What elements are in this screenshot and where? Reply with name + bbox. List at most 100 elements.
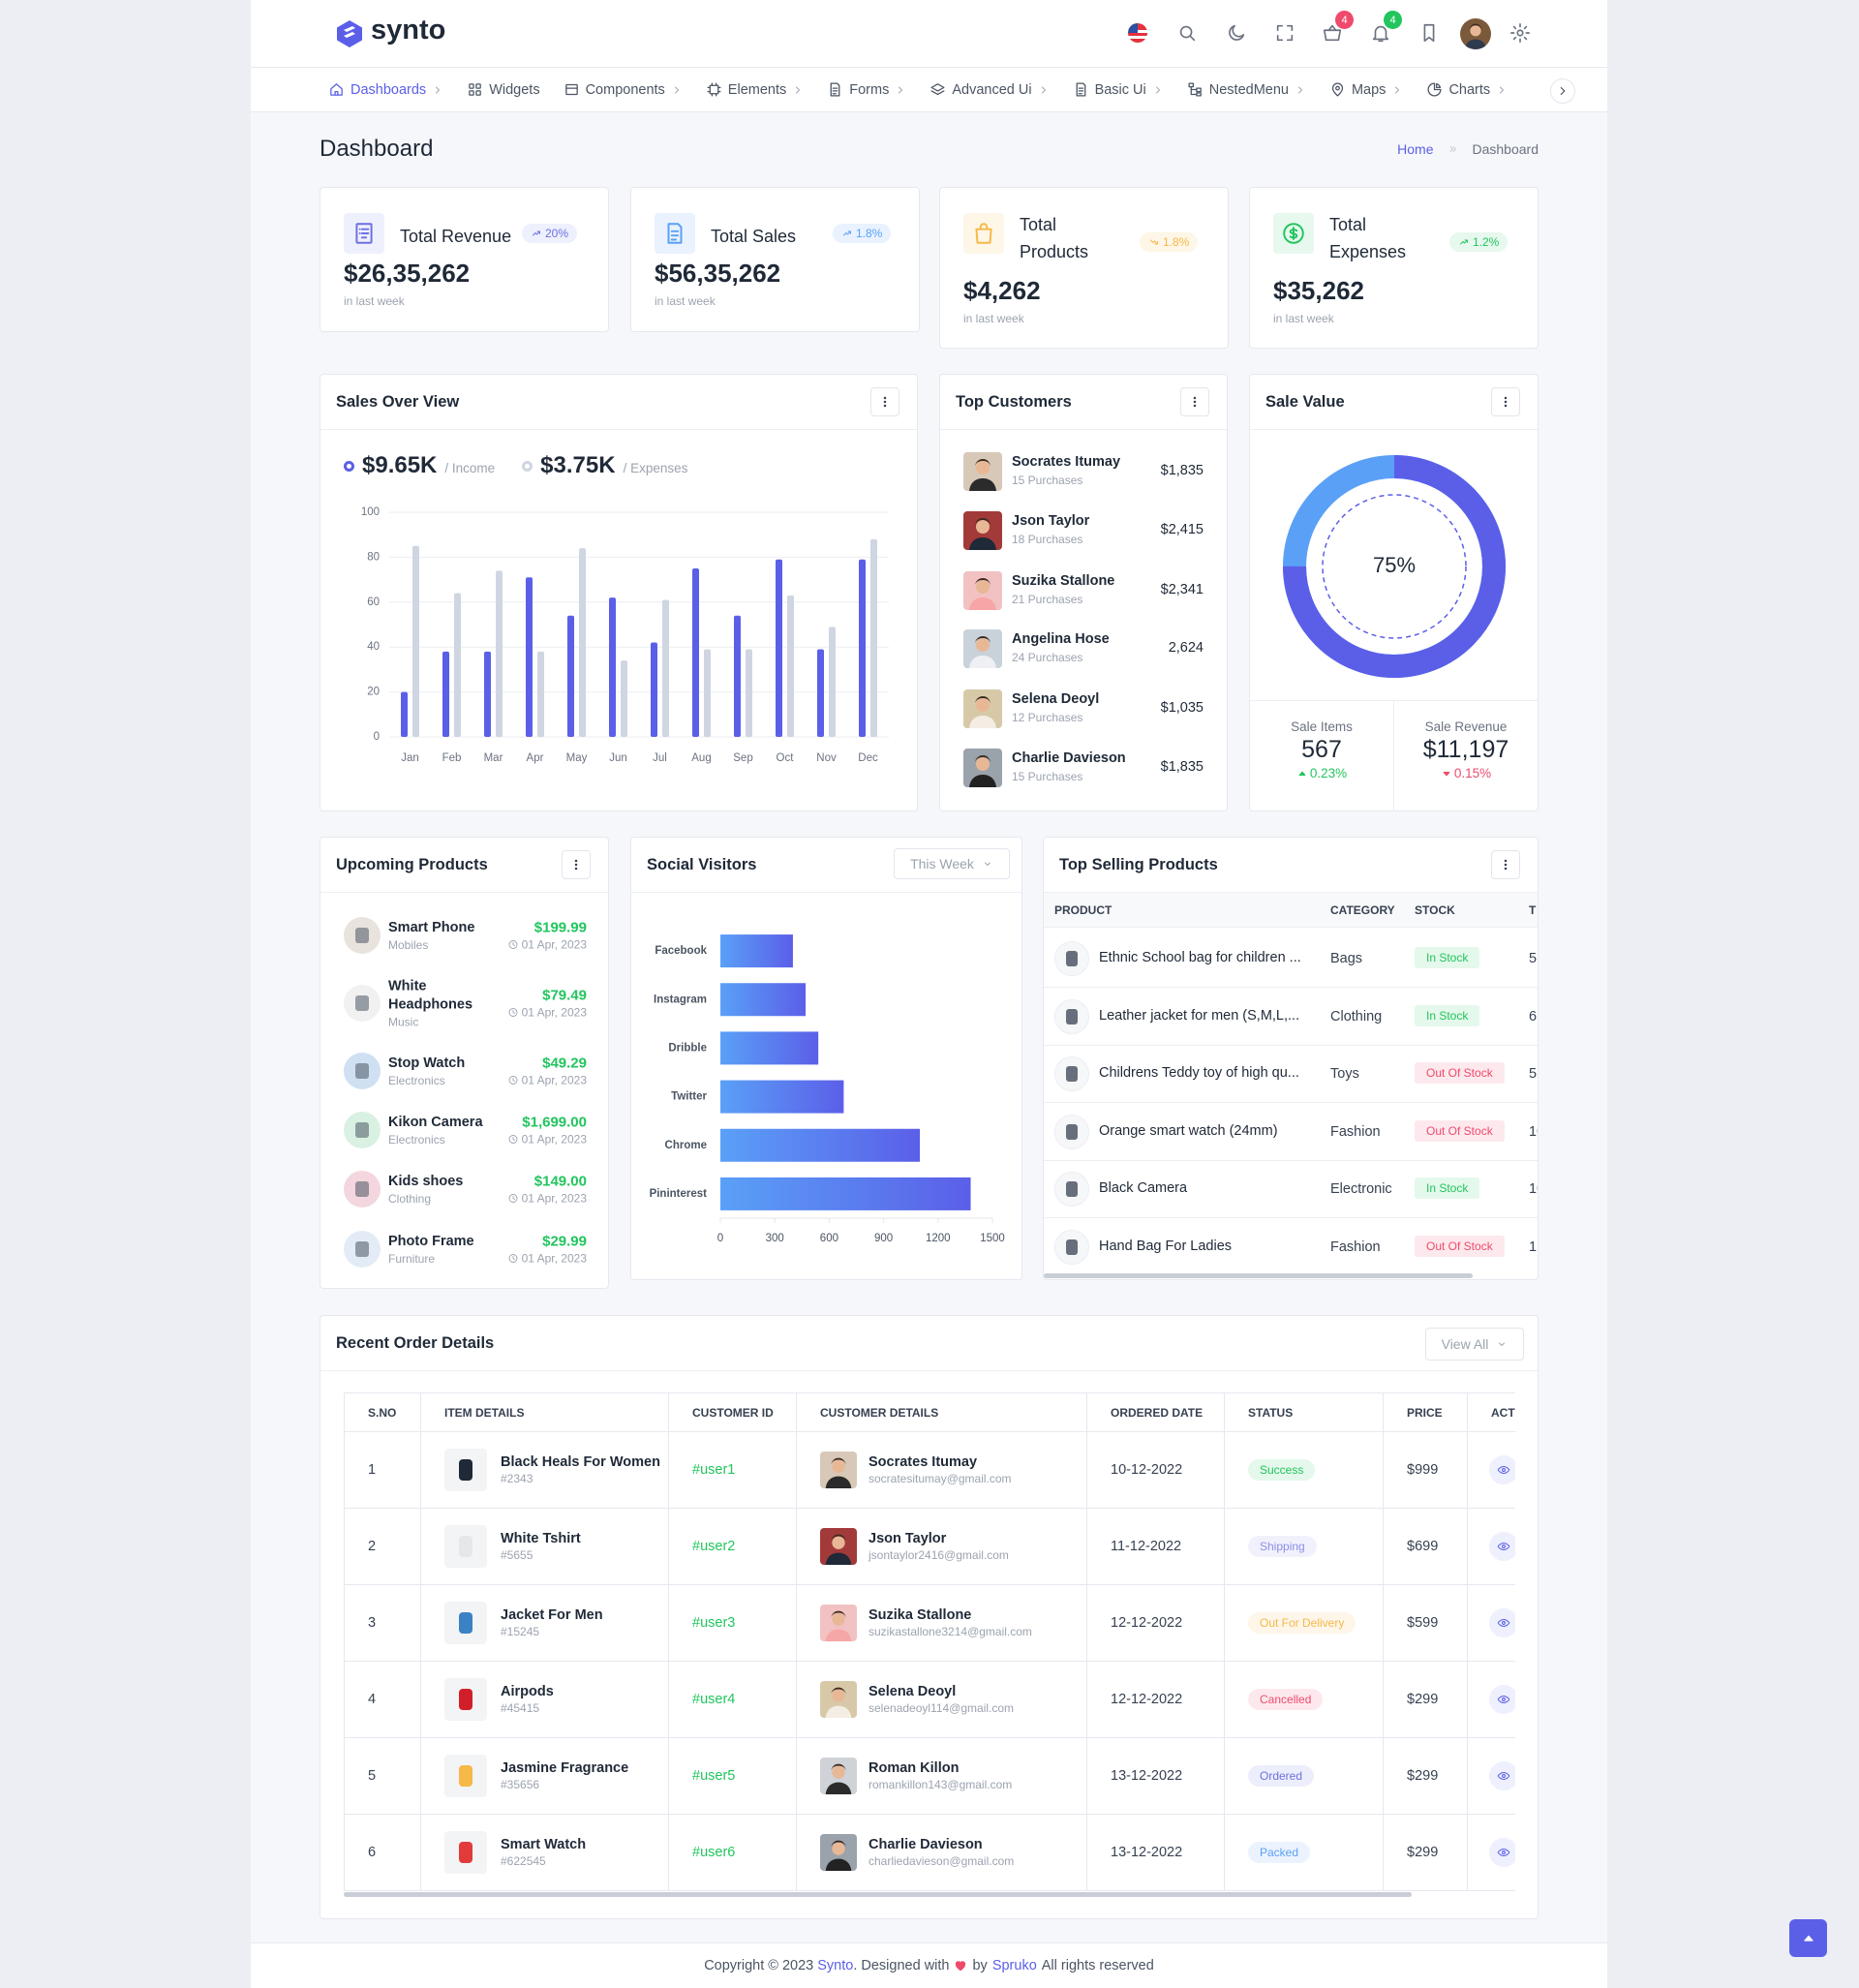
y-tick-label: 0: [374, 731, 380, 743]
icon-part: [830, 82, 840, 97]
icon-part: [1460, 239, 1468, 245]
customer-box: Socrates Itumay socratesitumay@gmail.com: [820, 1452, 1086, 1488]
nav-icon: [930, 83, 945, 96]
avatar-hair: [831, 1610, 846, 1619]
thumb-item: [355, 995, 369, 1011]
notification-button[interactable]: [1370, 22, 1391, 44]
nav-item[interactable]: Basic Ui: [1073, 81, 1164, 98]
change-value: 1.2%: [1473, 235, 1500, 249]
icon-part: [355, 223, 373, 244]
customer-name: Selena Deoyl: [1012, 691, 1100, 707]
avatar: [963, 511, 1002, 550]
nav-item[interactable]: NestedMenu: [1187, 81, 1306, 98]
product-thumb: [344, 1171, 381, 1208]
bar: [484, 651, 491, 737]
dropdown-label: This Week: [910, 856, 974, 872]
bookmark-button[interactable]: [1418, 22, 1440, 44]
donut-chart: 75%: [1283, 455, 1506, 678]
settings-button[interactable]: [1509, 22, 1531, 44]
nav-item[interactable]: Advanced Ui: [930, 81, 1049, 98]
sale-stat-label: Sale Items: [1291, 719, 1353, 734]
card-menu-button[interactable]: [562, 850, 591, 879]
theme-toggle[interactable]: [1226, 22, 1247, 44]
icon-part: [1298, 771, 1306, 776]
nav-label: Elements: [727, 81, 787, 98]
search-button[interactable]: [1176, 22, 1198, 44]
customer-id-cell: #user2: [668, 1508, 797, 1585]
stat-title: Total Products: [1020, 215, 1089, 261]
nav-item[interactable]: Components: [564, 81, 683, 98]
view-button[interactable]: [1489, 1532, 1515, 1561]
customer-text: Socrates Itumay socratesitumay@gmail.com: [869, 1454, 1012, 1485]
nav-label: Maps: [1351, 81, 1387, 98]
product-thumb: [1054, 1172, 1089, 1208]
icon-part: [1803, 1935, 1813, 1942]
stat-icon: [975, 223, 992, 244]
nav-scroll-button[interactable]: [1550, 78, 1575, 104]
legend-name: / Expenses: [623, 460, 688, 475]
price-cell: $999: [1383, 1431, 1468, 1509]
card-menu-button[interactable]: [1491, 387, 1520, 416]
footer-brand[interactable]: Synto: [817, 1958, 854, 1973]
view-button[interactable]: [1489, 1608, 1515, 1637]
scroll-top-button[interactable]: [1789, 1919, 1827, 1957]
item-cell: Jacket For Men #15245: [420, 1584, 669, 1662]
card-header: [1044, 838, 1538, 893]
item-cell: Jasmine Fragrance #35656: [420, 1737, 669, 1815]
customer-box: Json Taylor jsontaylor2416@gmail.com: [820, 1528, 1086, 1565]
avatar: [820, 1528, 857, 1565]
nav-item[interactable]: Elements: [706, 81, 804, 98]
item-thumb: [444, 1831, 487, 1874]
nav-item[interactable]: Maps: [1329, 81, 1403, 98]
table-head: S.NO ITEM DETAILS CUSTOMER ID CUSTOMER DETA…: [344, 1392, 1515, 1432]
avatar: [820, 1758, 857, 1794]
product-category: Electronics: [388, 1074, 445, 1087]
menu-icon: [1193, 396, 1197, 408]
cart-button[interactable]: [1322, 22, 1343, 44]
avatar-body: [825, 1858, 852, 1871]
view-button[interactable]: [1489, 1685, 1515, 1714]
period-dropdown[interactable]: This Week: [894, 848, 1010, 879]
stat-card: Total Revenue 20% $26,35,262 in last week: [320, 187, 609, 332]
avatar-body: [969, 656, 996, 668]
avatar-head: [976, 757, 990, 771]
customer-cell: Suzika Stallone suzikastallone3214@gmail.…: [796, 1584, 1087, 1662]
order-row: 1 Black Heals For Women #2343 #user1 Socrate…: [344, 1431, 1515, 1509]
customer-text: Json Taylor jsontaylor2416@gmail.com: [869, 1531, 1009, 1562]
footer-company[interactable]: Spruko: [991, 1958, 1037, 1973]
bar: [454, 593, 461, 737]
nav-label: Advanced Ui: [952, 81, 1032, 98]
breadcrumb-separator: [1449, 146, 1456, 152]
breadcrumb-link[interactable]: Home: [1397, 141, 1434, 157]
eye-icon: [1497, 1542, 1510, 1551]
stat-note: in last week: [1273, 312, 1334, 325]
card-menu-button[interactable]: [870, 387, 899, 416]
card-title: Top Selling Products: [1059, 856, 1218, 873]
avatar-body: [969, 597, 996, 610]
nav-item[interactable]: Forms: [827, 81, 906, 98]
thumb-item: [355, 928, 369, 943]
nav-chevron: [1298, 86, 1302, 93]
card-title: Recent Order Details: [336, 1334, 495, 1352]
order-row: 2 White Tshirt #5655 #user2 Json Taylor jsont…: [344, 1508, 1515, 1585]
nav-item[interactable]: Widgets: [467, 81, 540, 98]
view-button[interactable]: [1489, 1761, 1515, 1790]
fullscreen-button[interactable]: [1274, 22, 1295, 44]
item-name: White Tshirt: [501, 1531, 581, 1546]
stat-note: in last week: [655, 294, 716, 308]
nav-item[interactable]: Charts: [1426, 81, 1508, 98]
eye-icon: [1497, 1695, 1510, 1704]
nav-item[interactable]: Dashboards: [328, 81, 443, 98]
customer-amount: $2,341: [1160, 582, 1204, 597]
product-name: Hand Bag For Ladies: [1099, 1239, 1233, 1254]
card-menu-button[interactable]: [1491, 850, 1520, 879]
view-button[interactable]: [1489, 1838, 1515, 1867]
view-all-button[interactable]: View All: [1425, 1328, 1524, 1361]
x-tick-label: Jan: [401, 752, 419, 764]
sale-stat: Sale Items 567 0.23%: [1250, 719, 1393, 780]
stat-value: $35,262: [1273, 276, 1364, 305]
eye-icon: [1497, 1465, 1510, 1475]
card-menu-button[interactable]: [1180, 387, 1209, 416]
stat-change: 1.2%: [1449, 232, 1509, 252]
view-button[interactable]: [1489, 1455, 1515, 1484]
